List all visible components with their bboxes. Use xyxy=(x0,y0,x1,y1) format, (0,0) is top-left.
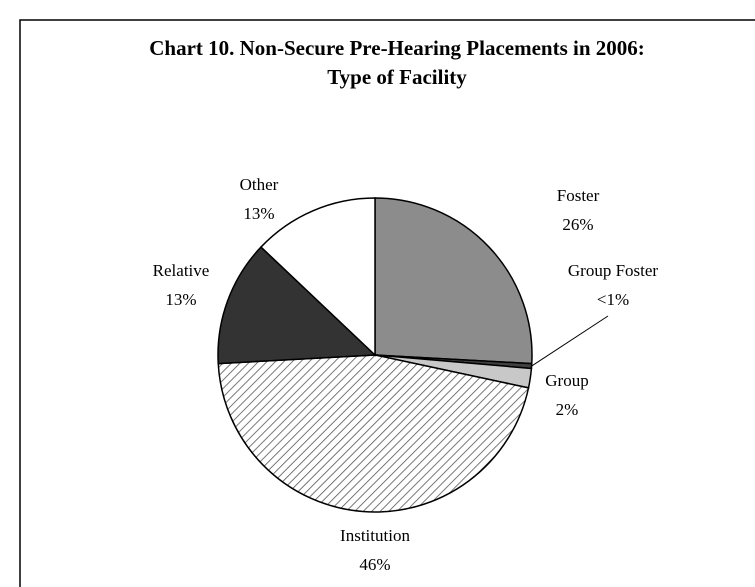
slice-value-label: 46% xyxy=(359,555,390,574)
slice-label: Relative xyxy=(153,261,210,280)
slice-value-label: <1% xyxy=(597,290,629,309)
slice-value-label: 13% xyxy=(165,290,196,309)
slice-value-label: 26% xyxy=(562,215,593,234)
slice-value-label: 13% xyxy=(243,204,274,223)
slice-label: Other xyxy=(240,175,279,194)
pie-slice xyxy=(259,197,376,357)
slice-label: Foster xyxy=(557,186,600,205)
pie-slice xyxy=(217,246,377,365)
chart-title: Chart 10. Non-Secure Pre-Hearing Placeme… xyxy=(149,36,645,60)
chart-frame xyxy=(19,19,755,587)
slice-value-label: 2% xyxy=(556,400,579,419)
chart-title: Type of Facility xyxy=(327,65,467,89)
pie-slice xyxy=(217,354,530,513)
leader-line xyxy=(531,315,609,367)
slice-label: Group xyxy=(545,371,588,390)
pie-slice xyxy=(374,197,533,365)
slice-label: Group Foster xyxy=(568,261,659,280)
slice-label: Institution xyxy=(340,526,410,545)
